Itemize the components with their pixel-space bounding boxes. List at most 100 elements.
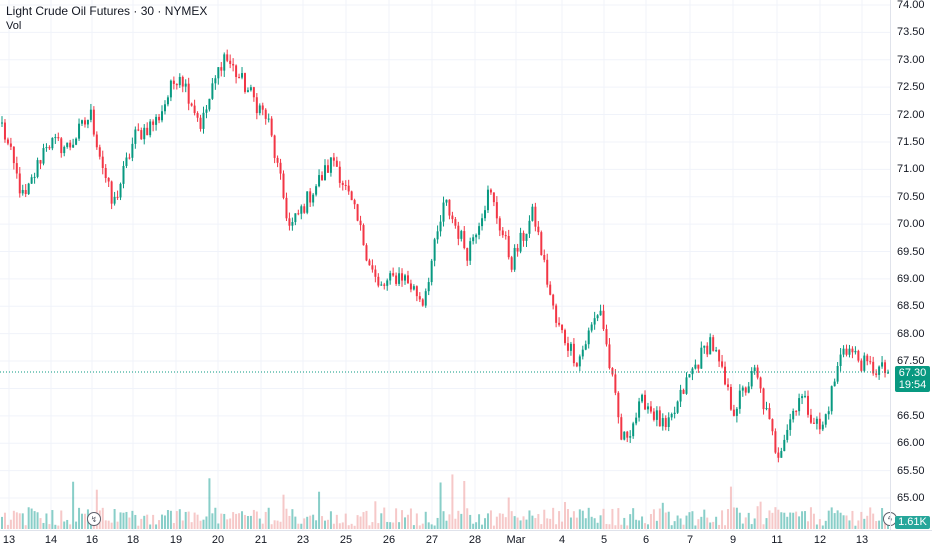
candle-body (774, 431, 777, 453)
candle-body (735, 408, 738, 416)
volume-bar (199, 520, 202, 529)
volume-bar (774, 507, 777, 529)
volume-bar (415, 513, 418, 529)
volume-bar (146, 514, 149, 529)
volume-bar (620, 524, 623, 529)
candle-body (691, 368, 694, 375)
candle-body (445, 199, 448, 203)
candle-body (747, 386, 750, 393)
candle-body (335, 160, 338, 167)
candle-body (466, 248, 469, 261)
volume-bar (646, 524, 649, 529)
volume-bar (238, 513, 241, 529)
candle-body (522, 232, 525, 241)
price-axis[interactable]: 74.00 73.50 73.00 72.50 72.00 71.50 71.00 70.50… (890, 0, 932, 530)
candle-body (300, 206, 303, 214)
volume-bar (632, 508, 635, 529)
candle-body (495, 202, 498, 219)
candle-body (149, 121, 152, 136)
candle-body (555, 305, 558, 323)
volume-bar (175, 511, 178, 529)
candle-body (768, 408, 771, 420)
volume-bar (18, 513, 21, 529)
volume-bar (614, 525, 617, 529)
candle-body (587, 330, 590, 345)
candle-body (718, 350, 721, 362)
volume-bar (297, 523, 300, 529)
candle-body (326, 165, 329, 173)
candle-body (137, 129, 140, 131)
volume-bar (818, 519, 821, 529)
candle-body (525, 233, 528, 241)
volume-bar (3, 512, 6, 529)
candle-body (809, 414, 812, 423)
volume-bar (152, 514, 155, 529)
volume-bar (9, 519, 12, 529)
candle-body (398, 273, 401, 284)
volume-bar (39, 518, 42, 529)
candle-body (596, 315, 599, 319)
volume-bar (638, 520, 641, 529)
candle-body (451, 215, 454, 220)
volume-bar (442, 511, 445, 529)
candle-body (845, 348, 848, 355)
candle-body (57, 137, 60, 139)
candle-body (646, 406, 649, 410)
candle-body (436, 231, 439, 240)
volume-bar (81, 513, 84, 529)
candle-body (140, 130, 143, 140)
volume-bar (762, 524, 765, 529)
candle-body (279, 162, 282, 174)
volume-bar (688, 512, 691, 529)
price-tick-label: 74.00 (897, 0, 925, 11)
candle-body (223, 54, 226, 71)
volume-bar (353, 525, 356, 529)
volume-bar (676, 515, 679, 529)
volume-bar (860, 511, 863, 529)
candle-body (199, 117, 202, 129)
candle-body (329, 157, 332, 173)
candle-body (783, 439, 786, 452)
price-tick-label: 65.50 (897, 464, 925, 477)
volume-bar (466, 508, 469, 529)
candlestick-chart[interactable] (0, 0, 890, 530)
candle-body (386, 280, 389, 286)
candle-body (193, 105, 196, 114)
volume-bar (759, 501, 762, 529)
time-tick-label: 14 (44, 534, 58, 546)
candle-body (107, 178, 110, 182)
volume-bar (374, 501, 377, 529)
candle-body (489, 189, 492, 193)
price-tick-label: 73.50 (897, 26, 925, 39)
candle-body (409, 283, 412, 290)
volume-bar (738, 512, 741, 529)
split-arrow-icon[interactable]: ↯ (87, 512, 101, 526)
volume-bar (851, 510, 854, 529)
volume-bar (163, 515, 166, 529)
candle-body (238, 76, 241, 78)
volume-bar (575, 517, 578, 529)
volume-bar (792, 512, 795, 529)
chart-plot-area[interactable]: Light Crude Oil Futures · 30 · NYMEX Vol… (0, 0, 897, 530)
volume-bar (24, 525, 27, 529)
volume-bar (815, 524, 818, 529)
volume-bar (587, 507, 590, 529)
volume-bar (484, 518, 487, 529)
candle-body (848, 348, 851, 355)
candle-body (724, 366, 727, 385)
candle-body (374, 269, 377, 277)
volume-bar (285, 508, 288, 529)
candle-body (412, 286, 415, 290)
volume-bar (45, 513, 48, 529)
candle-body (318, 175, 321, 187)
time-axis[interactable]: 13 14 16 18 19 20 21 23 25 26 27 28 Mar 4 5 6 7 9 11 12 13 (0, 530, 932, 550)
candle-body (306, 191, 309, 213)
price-tick-label: 70.00 (897, 218, 925, 231)
candle-body (602, 310, 605, 330)
candle-body (297, 213, 300, 215)
volume-bar (433, 525, 436, 529)
volume-bar (629, 514, 632, 529)
volume-bar (881, 508, 884, 529)
volume-bar (472, 523, 475, 529)
volume-bar (252, 509, 255, 529)
